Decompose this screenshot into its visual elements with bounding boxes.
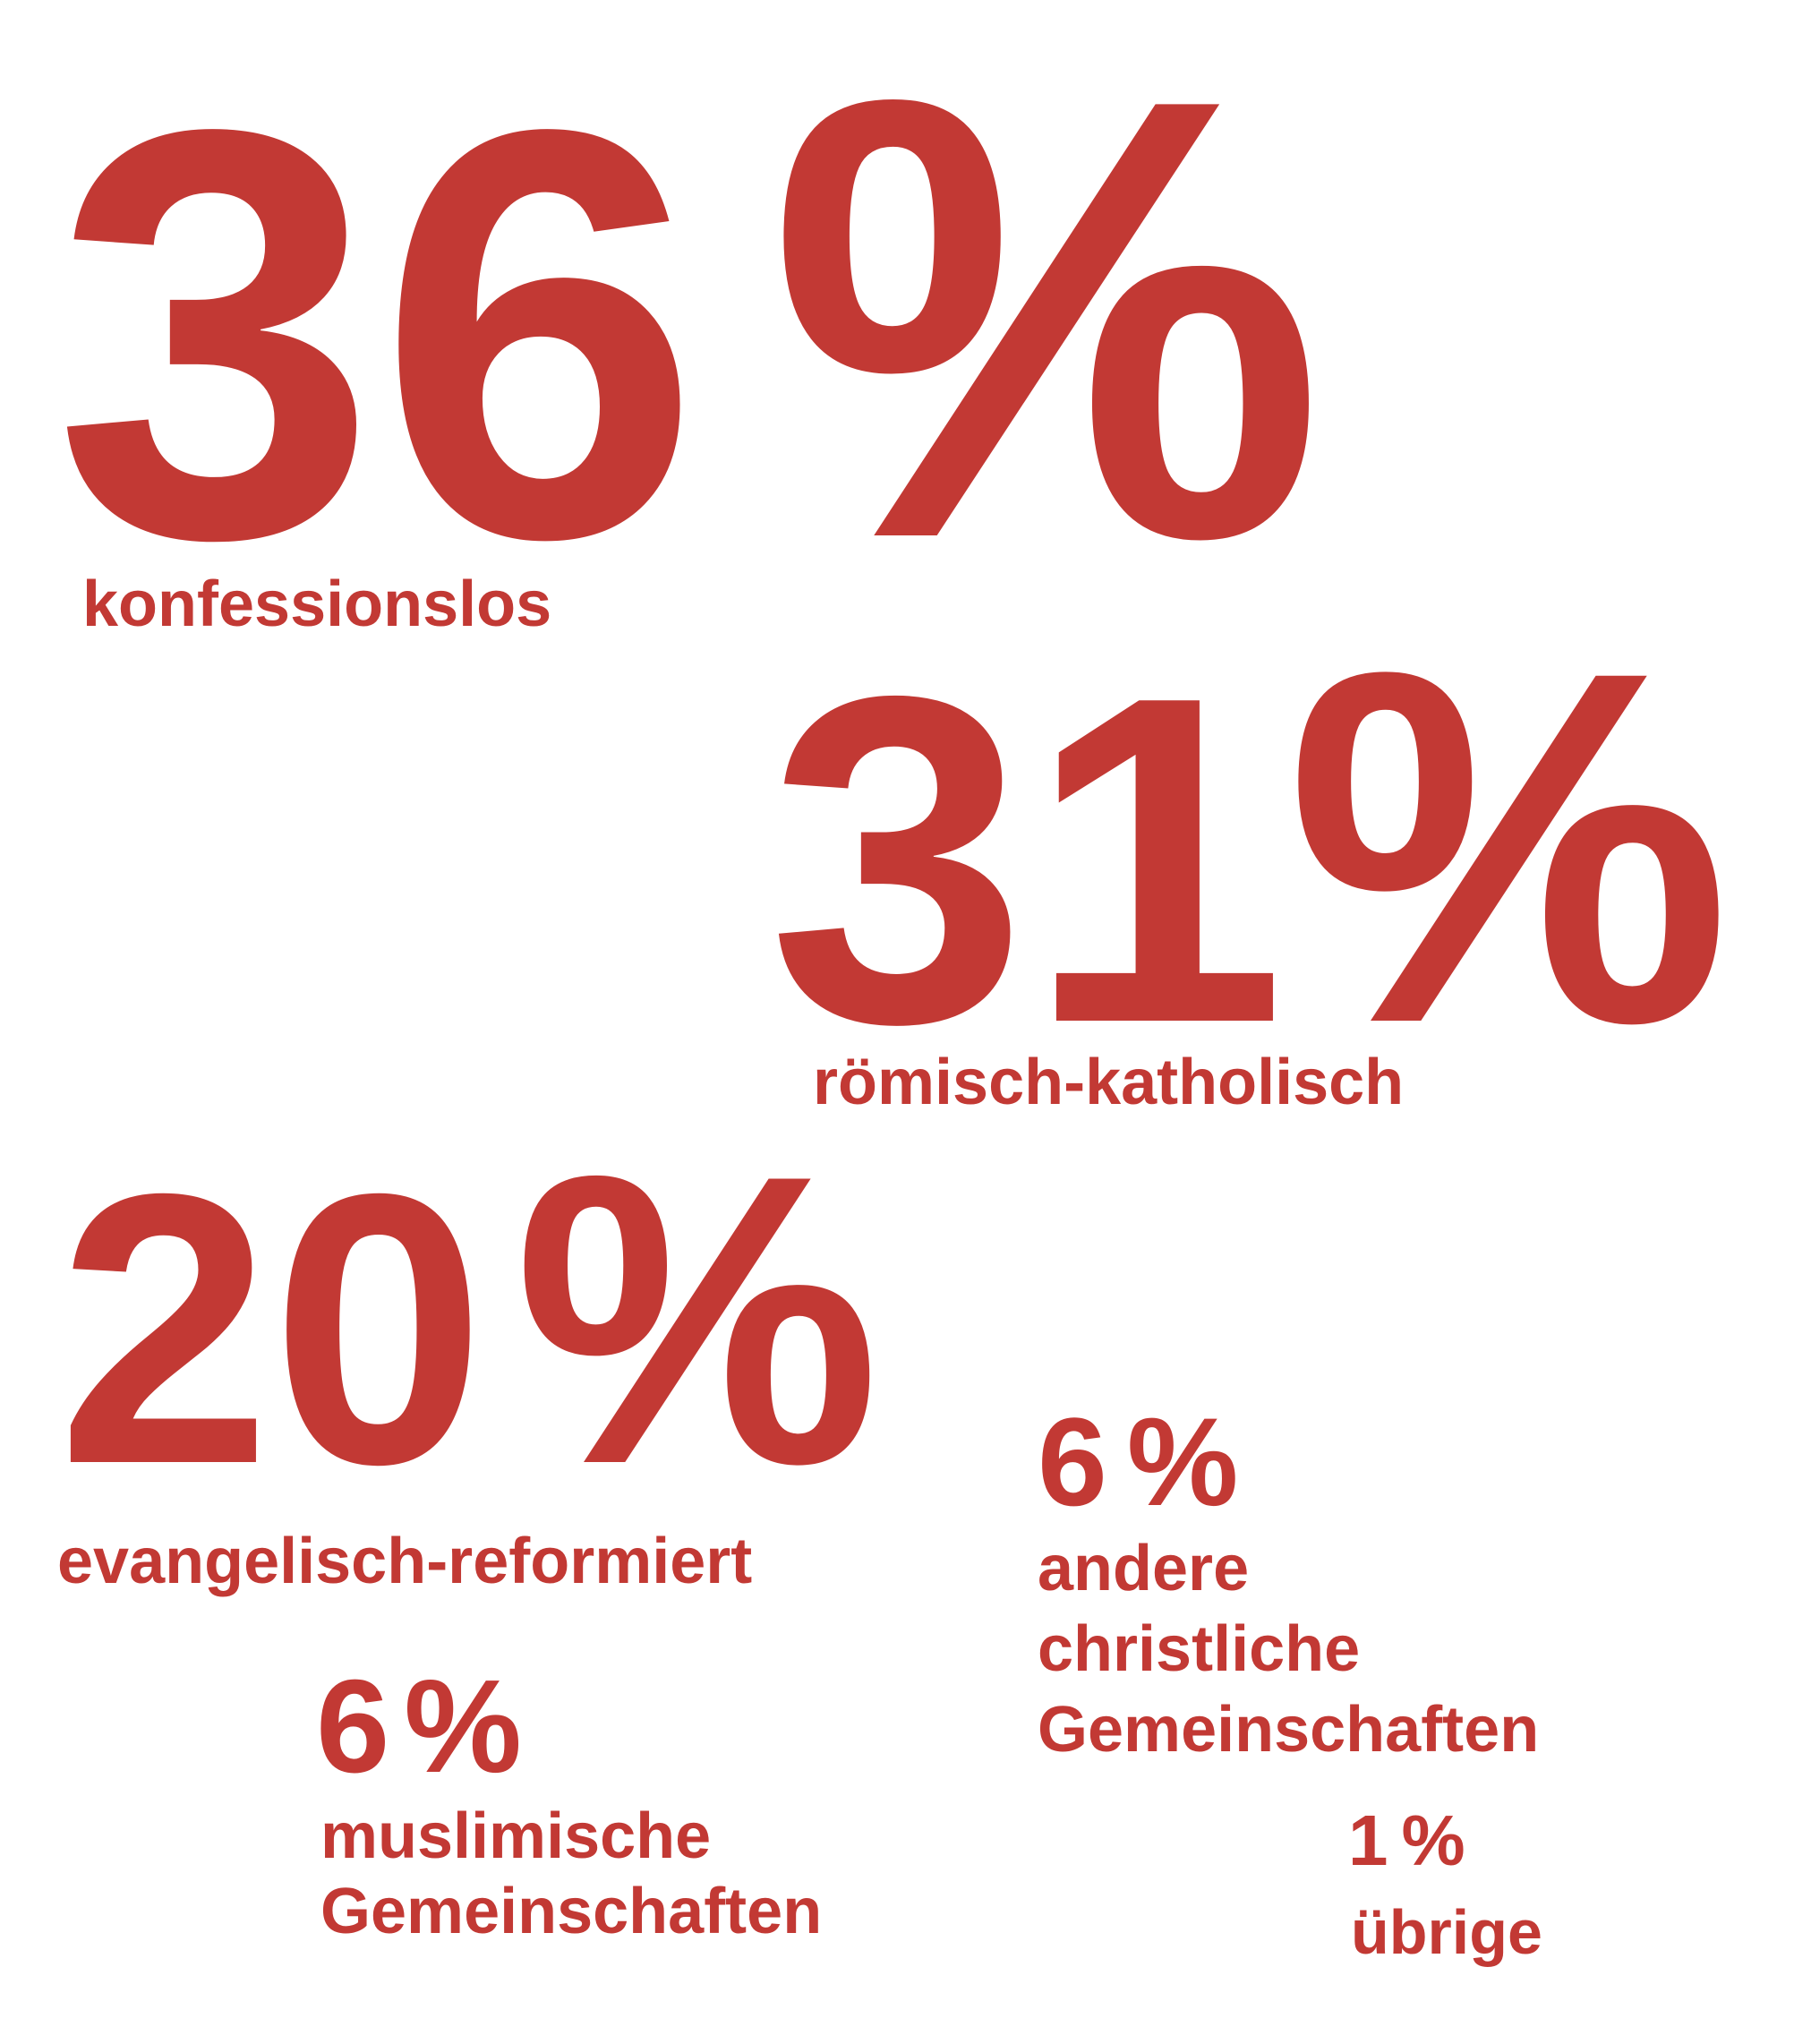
stat-label-muslimische: muslimische Gemeinschaften [320, 1800, 823, 1947]
stat-value: 6 [316, 1653, 390, 1800]
stat-value: 1 [1348, 1800, 1388, 1880]
stat-label-andere-christliche: andere christliche Gemeinschaften [1038, 1533, 1540, 1766]
stat-value: 20 [57, 1115, 486, 1544]
stat-konfessionslos: 36 % [54, 5, 1325, 632]
stat-label-uebrige: übrige [1351, 1897, 1542, 1967]
stat-value: 36 [54, 9, 701, 659]
percent-sign: % [768, 0, 1326, 669]
stat-label-roemisch-katholisch: römisch-katholisch [813, 1047, 1405, 1118]
percent-sign: % [1286, 567, 1732, 1127]
stat-evangelisch-reformiert: 20 % [57, 1115, 880, 1527]
stat-value: 6 [1038, 1391, 1107, 1532]
stat-value: 31 [768, 600, 1286, 1120]
stat-andere-christliche: 6 % [1038, 1399, 1238, 1525]
stat-muslimische: 6 % [316, 1661, 522, 1793]
stat-label-evangelisch-reformiert: evangelisch-reformiert [57, 1526, 753, 1597]
percent-sign: % [1401, 1800, 1465, 1880]
stat-uebrige: 1 % [1348, 1805, 1465, 1877]
percent-sign: % [404, 1653, 522, 1800]
percent-sign: % [1126, 1391, 1239, 1532]
stat-roemisch-katholisch: 31 % [768, 596, 1731, 1098]
stat-label-konfessionslos: konfessionslos [82, 569, 552, 640]
percent-sign: % [514, 1090, 881, 1550]
